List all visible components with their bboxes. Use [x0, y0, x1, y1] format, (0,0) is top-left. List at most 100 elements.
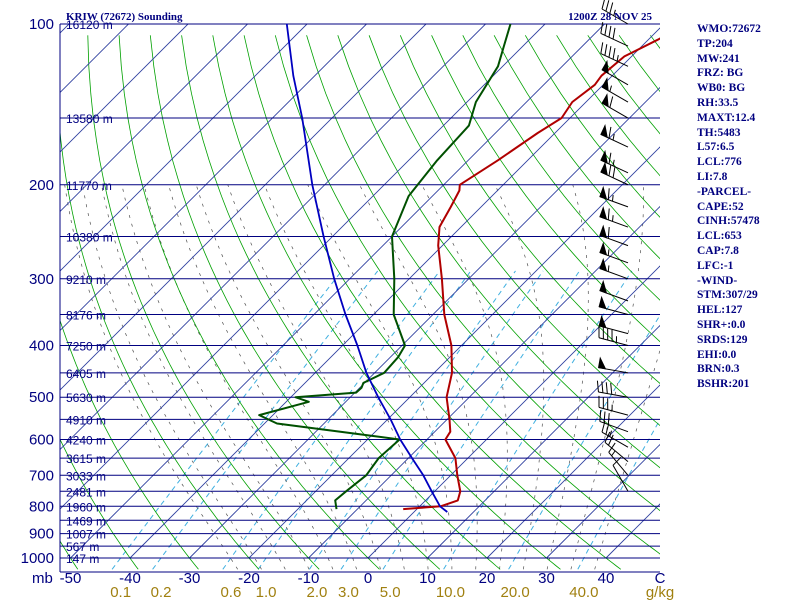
temperature-tick-label: -30	[179, 570, 201, 587]
index-item: L57:6.5	[697, 141, 735, 154]
pressure-tick-label: 400	[29, 338, 54, 355]
index-item: LCL:653	[697, 230, 742, 243]
mixing-ratio-lines	[111, 270, 660, 570]
wind-barb	[601, 420, 629, 448]
dry-adiabat-line	[274, 35, 660, 555]
wind-barb	[600, 149, 629, 174]
index-item: STM:307/29	[697, 289, 758, 302]
dry-adiabat-line	[181, 35, 501, 570]
moist-adiabat-line	[82, 184, 262, 570]
mixing-ratio-tick-label: 0.6	[220, 584, 241, 600]
station-title: KRIW (72672) Sounding	[66, 11, 183, 23]
index-item: BRN:0.3	[697, 363, 740, 376]
index-item: MW:241	[697, 52, 740, 65]
index-item: -PARCEL-	[697, 185, 752, 198]
dry-adiabat-line	[493, 35, 660, 260]
temperature-tick-label: 20	[479, 570, 496, 587]
wind-barb	[598, 295, 629, 316]
dry-adiabat-line	[60, 127, 260, 570]
mixing-ratio-line	[443, 270, 633, 570]
isotherm-line	[308, 205, 660, 559]
height-label: 7250 m	[66, 340, 106, 354]
mixing-ratio-tick-label: 2.0	[307, 584, 328, 600]
index-item: MAXT:12.4	[697, 111, 756, 124]
pressure-unit-label: mb	[32, 570, 53, 587]
isotherm-line	[60, 24, 546, 510]
temperature-tick-label: 30	[538, 570, 555, 587]
wind-barb	[601, 93, 629, 119]
mixing-ratio-line	[508, 314, 660, 570]
isobars	[59, 23, 660, 573]
wind-barb	[599, 224, 629, 247]
wind-barb	[598, 314, 629, 335]
index-item: CAP:7.8	[697, 244, 739, 257]
index-item: SRDS:129	[697, 333, 748, 346]
isotherm-line	[60, 24, 427, 391]
temperature-unit-label: C	[655, 570, 666, 587]
isotherm-line	[546, 443, 660, 559]
moist-adiabat-line	[421, 184, 508, 570]
height-label: 11770 m	[66, 179, 112, 193]
wind-barb	[601, 0, 629, 25]
height-label: 1469 m	[66, 514, 106, 528]
index-item: TH:5483	[697, 126, 741, 139]
parcel-trace	[285, 24, 448, 513]
temperature-tick-label: -10	[298, 570, 320, 587]
mixing-ratio-tick-label: 40.0	[569, 584, 598, 600]
index-item: CAPE:52	[697, 200, 744, 213]
dry-adiabat-line	[87, 35, 320, 570]
mixing-ratio-line	[111, 270, 343, 570]
wind-barb	[599, 241, 629, 264]
wind-barbs	[596, 0, 629, 492]
dry-adiabat-line	[462, 35, 660, 301]
pressure-tick-label: 300	[29, 271, 54, 288]
pressure-tick-label: 200	[29, 177, 54, 194]
index-item: RH:33.5	[697, 96, 739, 109]
dewpoint-profile	[258, 24, 512, 510]
height-label: 4910 m	[66, 413, 106, 427]
isotherm-line	[60, 24, 189, 153]
isotherm-line	[248, 146, 660, 559]
pressure-tick-label: 600	[29, 432, 54, 449]
moist-adiabat-line	[101, 184, 286, 570]
height-label: 3615 m	[66, 452, 106, 466]
wind-barb	[612, 456, 629, 492]
index-item: LCL:776	[697, 156, 742, 169]
mixing-ratio-line	[222, 270, 441, 570]
mixing-ratio-tick-label: 20.0	[500, 584, 529, 600]
index-item: WB0: BG	[697, 82, 746, 95]
dry-adiabat-line	[337, 35, 660, 469]
pressure-tick-label: 100	[29, 16, 54, 33]
height-label: 147 m	[66, 552, 99, 566]
wind-barb	[598, 395, 629, 416]
wind-barb	[601, 77, 629, 103]
pressure-tick-label: 800	[29, 498, 54, 515]
sounding-time: 1200Z 28 NOV 25	[568, 11, 652, 23]
height-label: 1960 m	[66, 500, 106, 514]
wind-barb	[600, 124, 629, 148]
wind-barb	[600, 42, 629, 67]
temperature-tick-label: -50	[60, 570, 82, 587]
height-label: 1007 m	[66, 528, 106, 542]
moist-adiabat-line	[64, 184, 238, 570]
temperature-tick-label: 40	[598, 570, 615, 587]
temperature-tick-label: -40	[119, 570, 141, 587]
temperature-tick-label: 0	[364, 570, 372, 587]
height-label: 9210 m	[66, 273, 106, 287]
mixing-ratio-tick-label: 3.0	[338, 584, 359, 600]
mixing-ratio-tick-label: 0.2	[151, 584, 172, 600]
dry-adiabat-line	[431, 35, 660, 343]
mixing-ratio-tick-label: 10.0	[436, 584, 465, 600]
wind-barb	[599, 206, 629, 228]
index-item: LFC:-1	[697, 259, 734, 272]
height-label: 5630 m	[66, 391, 106, 405]
wind-barb	[600, 161, 629, 186]
wind-barb	[608, 442, 629, 476]
mixing-ratio-line	[382, 270, 580, 570]
mixing-ratio-tick-label: 1.0	[256, 584, 277, 600]
index-item: WMO:72672	[697, 23, 761, 35]
wind-barb	[599, 257, 629, 280]
index-item: EHI:0.0	[697, 348, 737, 361]
height-label: 6405 m	[66, 367, 106, 381]
height-label: 2481 m	[66, 485, 106, 499]
